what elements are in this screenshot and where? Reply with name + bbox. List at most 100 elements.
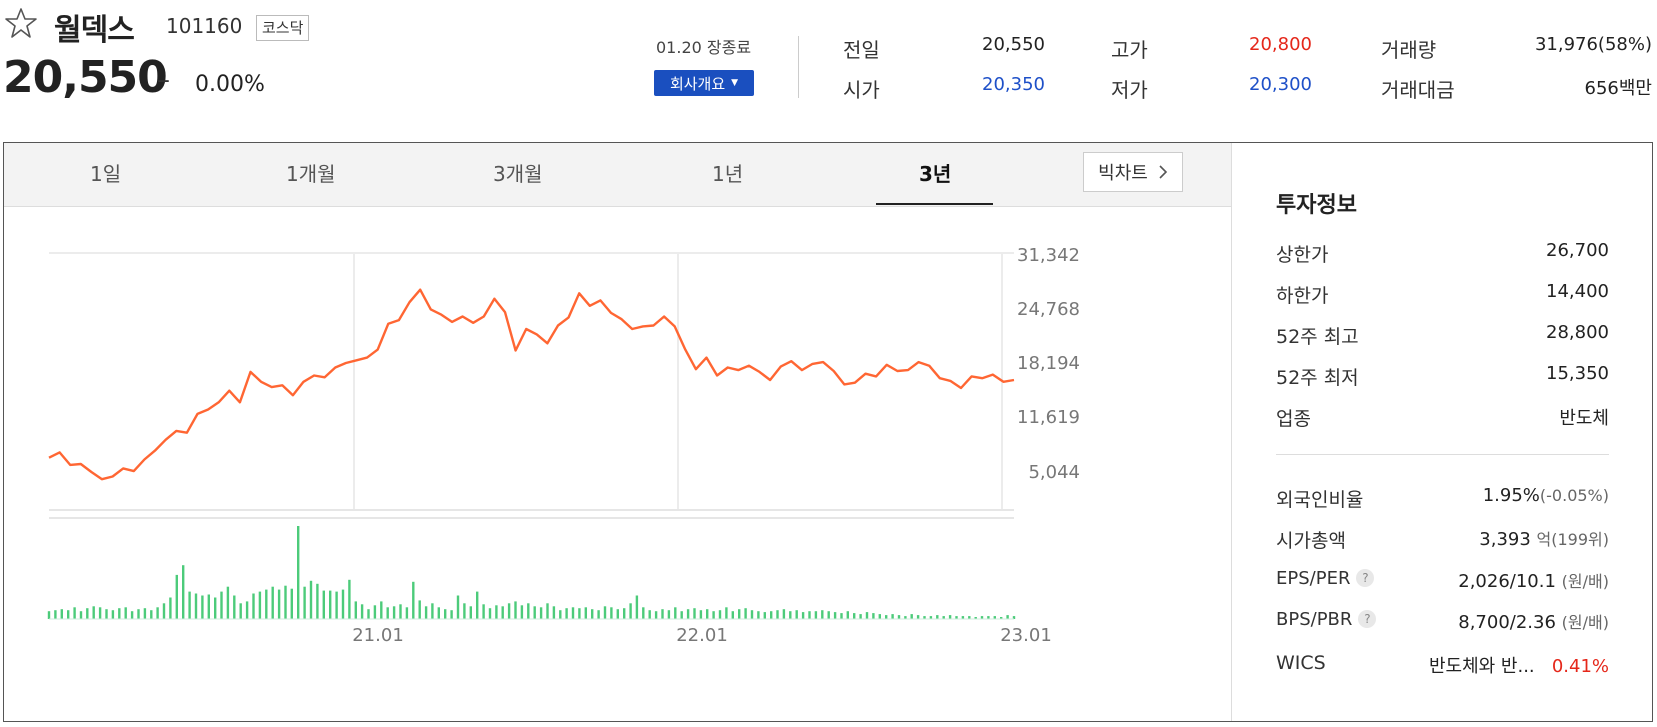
volume-bar bbox=[124, 607, 127, 619]
volume-bar bbox=[865, 612, 869, 619]
volume-bar bbox=[948, 615, 952, 619]
tab-3y[interactable]: 3년 bbox=[919, 162, 952, 186]
wics-change: 0.41% bbox=[1551, 656, 1609, 677]
bigchart-button[interactable]: 빅차트 bbox=[1083, 152, 1183, 192]
volume-bar bbox=[258, 591, 262, 619]
tab-3m[interactable]: 3개월 bbox=[493, 162, 543, 186]
wics-sector[interactable]: 반도체와 반... bbox=[1428, 656, 1535, 677]
trade-value-label: 거래대금 bbox=[1381, 78, 1455, 102]
volume-bar bbox=[482, 604, 485, 619]
volume-bar bbox=[137, 609, 140, 619]
chart-panel bbox=[3, 142, 1653, 722]
help-icon[interactable]: ? bbox=[1358, 610, 1377, 628]
volume-bar bbox=[271, 586, 274, 619]
upper-limit-label: 상한가 bbox=[1276, 244, 1329, 266]
eps-per-value: 2,026/10.1 (원/배) bbox=[1458, 568, 1609, 592]
volume-bar bbox=[386, 607, 389, 619]
volume-bar bbox=[156, 607, 159, 619]
volume-bar bbox=[610, 607, 613, 619]
industry-value[interactable]: 반도체 bbox=[1559, 408, 1609, 429]
bps-pbr-unit: (원/배) bbox=[1561, 613, 1609, 632]
help-icon[interactable]: ? bbox=[1356, 569, 1375, 587]
volume-bar bbox=[373, 605, 377, 619]
bps-pbr-label-text: BPS/PBR bbox=[1276, 609, 1353, 630]
volume-bar bbox=[654, 611, 658, 619]
volume-label: 거래량 bbox=[1381, 38, 1437, 62]
volume-bar bbox=[367, 609, 370, 619]
volume-bar bbox=[188, 591, 191, 619]
foreign-ratio-label: 외국인비율 bbox=[1276, 489, 1364, 511]
volume-bar bbox=[194, 593, 198, 619]
market-cap-label: 시가총액 bbox=[1276, 530, 1346, 552]
volume-bar bbox=[303, 586, 306, 619]
low-label: 저가 bbox=[1111, 78, 1148, 102]
volume-bar bbox=[980, 616, 984, 619]
volume-bar bbox=[968, 616, 971, 619]
volume-bar bbox=[603, 606, 607, 619]
eps-per-label: EPS/PER? bbox=[1276, 568, 1375, 589]
volume-bar bbox=[316, 583, 319, 619]
volume-bar bbox=[987, 616, 990, 619]
volume-bar bbox=[782, 609, 786, 619]
high-value: 20,800 bbox=[1249, 34, 1312, 55]
y-tick-label: 18,194 bbox=[1017, 353, 1080, 374]
market-cap: 3,393 bbox=[1479, 529, 1531, 550]
upper-limit-value: 26,700 bbox=[1546, 240, 1609, 261]
volume-bar bbox=[463, 603, 466, 619]
volume-bar bbox=[795, 610, 798, 619]
volume-bar bbox=[961, 616, 965, 619]
company-overview-button[interactable]: 회사개요 ▼ bbox=[654, 70, 754, 96]
invest-divider bbox=[1276, 454, 1609, 455]
volume-bar bbox=[744, 608, 747, 619]
industry-label: 업종 bbox=[1276, 408, 1311, 430]
low52-label: 52주 최저 bbox=[1276, 367, 1359, 389]
volume-bar bbox=[201, 595, 204, 619]
volume-bar bbox=[54, 610, 57, 619]
change-percent: 0.00% bbox=[195, 72, 265, 97]
volume-bar bbox=[277, 589, 281, 619]
volume-bar bbox=[265, 589, 268, 619]
volume-bar bbox=[309, 580, 313, 619]
volume-bar bbox=[885, 615, 888, 619]
volume-bar bbox=[923, 616, 926, 619]
tab-1y[interactable]: 1년 bbox=[712, 162, 744, 186]
bps-pbr-value: 8,700/2.36 (원/배) bbox=[1458, 609, 1609, 633]
price-chart[interactable]: 31,342 24,768 18,194 11,619 5,044 21.01 22.01… bbox=[4, 207, 1231, 717]
market-cap-rank: 억(199위) bbox=[1536, 530, 1609, 549]
open-label: 시가 bbox=[843, 78, 880, 102]
bigchart-label: 빅차트 bbox=[1098, 163, 1148, 184]
market-badge: 코스닥 bbox=[256, 15, 310, 41]
current-price: 20,550 bbox=[3, 52, 168, 103]
volume-bar bbox=[629, 603, 632, 619]
volume-bar bbox=[297, 526, 300, 619]
tab-1d[interactable]: 1일 bbox=[90, 162, 122, 186]
company-overview-label: 회사개요 bbox=[669, 74, 726, 93]
volume-bar bbox=[60, 609, 63, 619]
volume-bar bbox=[667, 610, 671, 619]
volume-bar bbox=[341, 589, 345, 619]
volume-bar bbox=[418, 600, 421, 619]
volume-bar bbox=[789, 611, 792, 619]
volume-bar bbox=[552, 606, 556, 619]
eps-per-unit: (원/배) bbox=[1561, 572, 1609, 591]
tab-1m[interactable]: 1개월 bbox=[286, 162, 336, 186]
volume-bar bbox=[814, 611, 818, 619]
y-axis-ticks: 31,342 24,768 18,194 11,619 5,044 bbox=[1017, 245, 1080, 483]
volume-bar bbox=[757, 611, 760, 619]
volume-bar bbox=[853, 613, 856, 619]
volume-bar bbox=[520, 605, 524, 619]
volume-bar bbox=[738, 609, 741, 619]
trade-value: 656백만 bbox=[1584, 78, 1652, 99]
volume-bar bbox=[533, 606, 536, 619]
volume-bar bbox=[444, 609, 447, 619]
volume-bar bbox=[571, 607, 575, 619]
volume-bar bbox=[233, 595, 236, 619]
volume-bar bbox=[584, 607, 587, 619]
change-symbol: – bbox=[157, 65, 170, 95]
volume-bar bbox=[450, 610, 453, 619]
foreign-ratio: 1.95% bbox=[1482, 485, 1540, 506]
volume-bar bbox=[565, 608, 568, 619]
volume-bar bbox=[686, 609, 690, 619]
volume-bar bbox=[872, 613, 875, 619]
favorite-star-icon[interactable] bbox=[4, 6, 38, 40]
